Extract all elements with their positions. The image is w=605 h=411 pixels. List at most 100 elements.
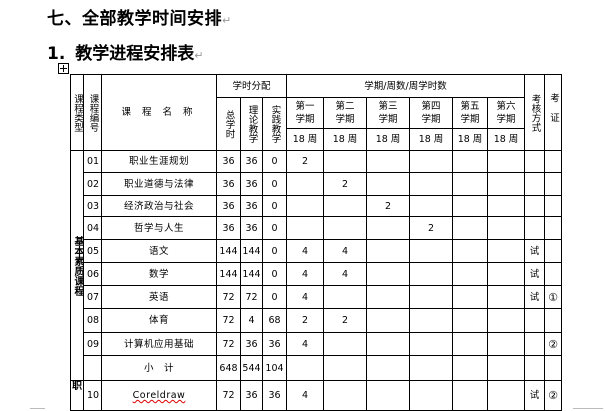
table-row: 04 哲学与人生 36 36 0 2 [71, 216, 562, 240]
total-hours: 648 [216, 355, 241, 381]
term-weekly-hours [323, 150, 367, 173]
exam-method [524, 216, 545, 240]
theory-hours: 4 [240, 308, 263, 333]
course-code: 05 [83, 239, 102, 263]
header-term: 第五学期 [452, 97, 488, 129]
certificate [544, 262, 562, 286]
term-weekly-hours [323, 285, 367, 309]
term-weekly-hours [323, 195, 367, 217]
course-name: 职业生涯规划 [101, 150, 217, 173]
course-code: 08 [83, 308, 102, 333]
course-type-vocational: 职 [70, 380, 84, 411]
theory-hours: 144 [240, 262, 263, 286]
exam-method: 试 [524, 262, 545, 286]
term-weekly-hours [452, 355, 488, 381]
certificate [544, 216, 562, 240]
term-weekly-hours [409, 150, 453, 173]
course-name: 经济政治与社会 [101, 195, 217, 217]
header-weeks: 18 周 [409, 128, 453, 151]
term-weekly-hours [487, 285, 525, 309]
course-name: 体育 [101, 308, 217, 333]
table-move-handle-icon[interactable] [58, 63, 69, 74]
practice-hours: 0 [262, 172, 287, 196]
course-type-basic: 基本素质课程 [70, 150, 84, 381]
term-weekly-hours [452, 380, 488, 411]
term-weekly-hours [409, 172, 453, 196]
practice-hours: 0 [262, 239, 287, 263]
certificate [544, 239, 562, 263]
practice-hours: 0 [262, 150, 287, 173]
term-weekly-hours [487, 150, 525, 173]
term-weekly-hours [409, 239, 453, 263]
term-weekly-hours [366, 150, 410, 173]
course-name: 职业道德与法律 [101, 172, 217, 196]
term-weekly-hours: 2 [323, 308, 367, 333]
term-weekly-hours [366, 380, 410, 411]
certificate: ② [544, 332, 562, 356]
theory-hours: 36 [240, 195, 263, 217]
term-weekly-hours [452, 262, 488, 286]
term-weekly-hours: 2 [286, 308, 324, 333]
term-weekly-hours [409, 380, 453, 411]
course-name: 哲学与人生 [101, 216, 217, 240]
course-name: Coreldraw [101, 380, 217, 411]
practice-hours: 36 [262, 380, 287, 411]
course-code [83, 355, 102, 381]
section-heading: 七、全部教学时间安排↵ [47, 9, 232, 31]
course-code: 02 [83, 172, 102, 196]
theory-hours: 144 [240, 239, 263, 263]
term-weekly-hours [286, 355, 324, 381]
term-weekly-hours: 4 [286, 262, 324, 286]
theory-hours: 36 [240, 332, 263, 356]
term-weekly-hours: 4 [323, 239, 367, 263]
term-weekly-hours [487, 216, 525, 240]
theory-hours: 36 [240, 380, 263, 411]
course-name: 小 计 [101, 355, 217, 381]
term-weekly-hours: 4 [286, 239, 324, 263]
term-weekly-hours [452, 285, 488, 309]
course-name: 英语 [101, 285, 217, 309]
total-hours: 72 [216, 285, 241, 309]
paragraph-mark-icon: ↵ [194, 49, 204, 62]
header-hours-group: 学时分配 [216, 74, 287, 98]
header-term: 第六学期 [487, 97, 525, 129]
course-code: 09 [83, 332, 102, 356]
term-weekly-hours [409, 262, 453, 286]
page-margin-mark [30, 408, 45, 409]
term-weekly-hours [323, 355, 367, 381]
term-weekly-hours [323, 332, 367, 356]
course-code: 01 [83, 150, 102, 173]
section-heading-text: 七、全部教学时间安排 [47, 9, 222, 29]
subsection-number: 1. [47, 44, 66, 64]
term-weekly-hours [487, 380, 525, 411]
term-weekly-hours [452, 332, 488, 356]
header-term: 第二学期 [323, 97, 367, 129]
course-code: 06 [83, 262, 102, 286]
practice-hours: 0 [262, 195, 287, 217]
course-code: 07 [83, 285, 102, 309]
exam-method: 试 [524, 285, 545, 309]
course-code: 04 [83, 216, 102, 240]
theory-hours: 36 [240, 216, 263, 240]
term-weekly-hours: 4 [286, 332, 324, 356]
theory-hours: 544 [240, 355, 263, 381]
term-weekly-hours [409, 195, 453, 217]
total-hours: 72 [216, 332, 241, 356]
term-weekly-hours: 4 [323, 262, 367, 286]
header-term-group: 学期/周数/周学时数 [286, 74, 525, 98]
header-term: 第三学期 [366, 97, 410, 129]
total-hours: 36 [216, 195, 241, 217]
exam-method [524, 308, 545, 333]
header-course-type: 课程类型 [70, 74, 84, 151]
course-name-text: Coreldraw [132, 390, 186, 401]
table-row: 小 计 648 544 104 [71, 355, 562, 381]
term-weekly-hours [366, 172, 410, 196]
table-row: 基本素质课程 01 职业生涯规划 36 36 0 2 [70, 150, 562, 381]
term-weekly-hours [487, 195, 525, 217]
term-weekly-hours [366, 355, 410, 381]
header-course-name: 课 程 名 称 [101, 74, 217, 151]
subsection-heading-text: 教学进程安排表 [75, 44, 195, 64]
exam-method: 试 [524, 239, 545, 263]
header-theory-hours: 理论教学 [240, 97, 263, 151]
term-weekly-hours [286, 195, 324, 217]
